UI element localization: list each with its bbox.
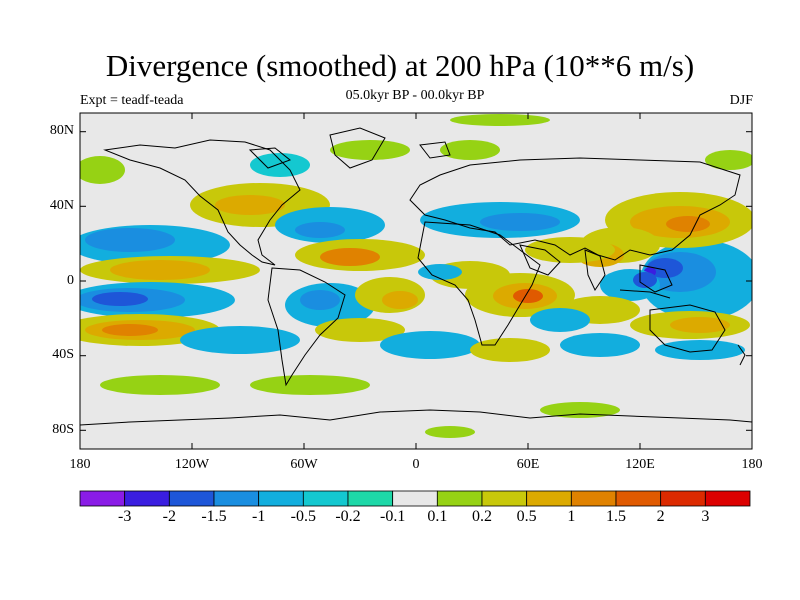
colorbar-cell [392, 490, 438, 507]
colorbar-label: 1 [567, 508, 576, 525]
colorbar-label: 0.1 [427, 508, 448, 525]
colorbar-label: -1 [251, 508, 266, 525]
x-label-60e: 60E [516, 457, 540, 472]
y-axis-ticks [80, 131, 752, 431]
season-label: DJF [729, 93, 753, 108]
colorbar-label: 0.5 [516, 508, 537, 525]
experiment-label: Expt = teadf-teada [80, 93, 184, 108]
x-label-120w: 120W [174, 457, 210, 472]
colorbar-label: -0.1 [379, 508, 406, 525]
colorbar-cell [168, 490, 215, 507]
y-label-80s: 80S [52, 422, 74, 437]
colorbar-label: 0.2 [472, 508, 492, 525]
colorbar-cell [258, 490, 304, 507]
y-label-0: 0 [67, 273, 74, 288]
colorbar [79, 490, 751, 507]
x-label-180w: 180 [69, 457, 91, 472]
y-label-40n: 40N [49, 198, 74, 213]
y-label-80n: 80N [49, 123, 74, 138]
colorbar-label: -0.5 [290, 508, 316, 525]
colorbar-cell [615, 490, 662, 507]
x-label-0: 0 [412, 457, 420, 472]
x-label-180e: 180 [741, 457, 763, 472]
colorbar-cell [704, 490, 751, 507]
chart-title: Divergence (smoothed) at 200 hPa (10**6 … [105, 48, 695, 83]
colorbar-cell [526, 490, 572, 507]
contour-fills [80, 114, 752, 438]
colorbar-label: 2 [656, 508, 665, 525]
period-label: 05.0kyr BP - 00.0kyr BP [345, 88, 485, 103]
colorbar-label: -2 [162, 508, 176, 525]
colorbar-label: 3 [701, 508, 710, 525]
map-plot-area [80, 113, 752, 449]
colorbar-label: -3 [117, 508, 132, 525]
colorbar-cell [213, 490, 260, 507]
colorbar-cell [302, 490, 349, 507]
colorbar-label: 1.5 [606, 508, 626, 525]
colorbar-cell [481, 490, 528, 507]
colorbar-cell [347, 490, 394, 507]
colorbar-cell [660, 490, 706, 507]
colorbar-cell [570, 490, 617, 507]
coastlines [80, 127, 752, 426]
colorbar-label: -0.2 [335, 508, 361, 525]
x-label-60w: 60W [290, 457, 318, 472]
colorbar-label: -1.5 [201, 508, 227, 525]
y-label-40s: 40S [52, 347, 74, 362]
colorbar-cell [436, 490, 483, 507]
colorbar-cell [79, 490, 126, 507]
colorbar-cell [124, 490, 170, 507]
x-label-120e: 120E [625, 457, 655, 472]
x-axis-ticks [79, 113, 753, 449]
